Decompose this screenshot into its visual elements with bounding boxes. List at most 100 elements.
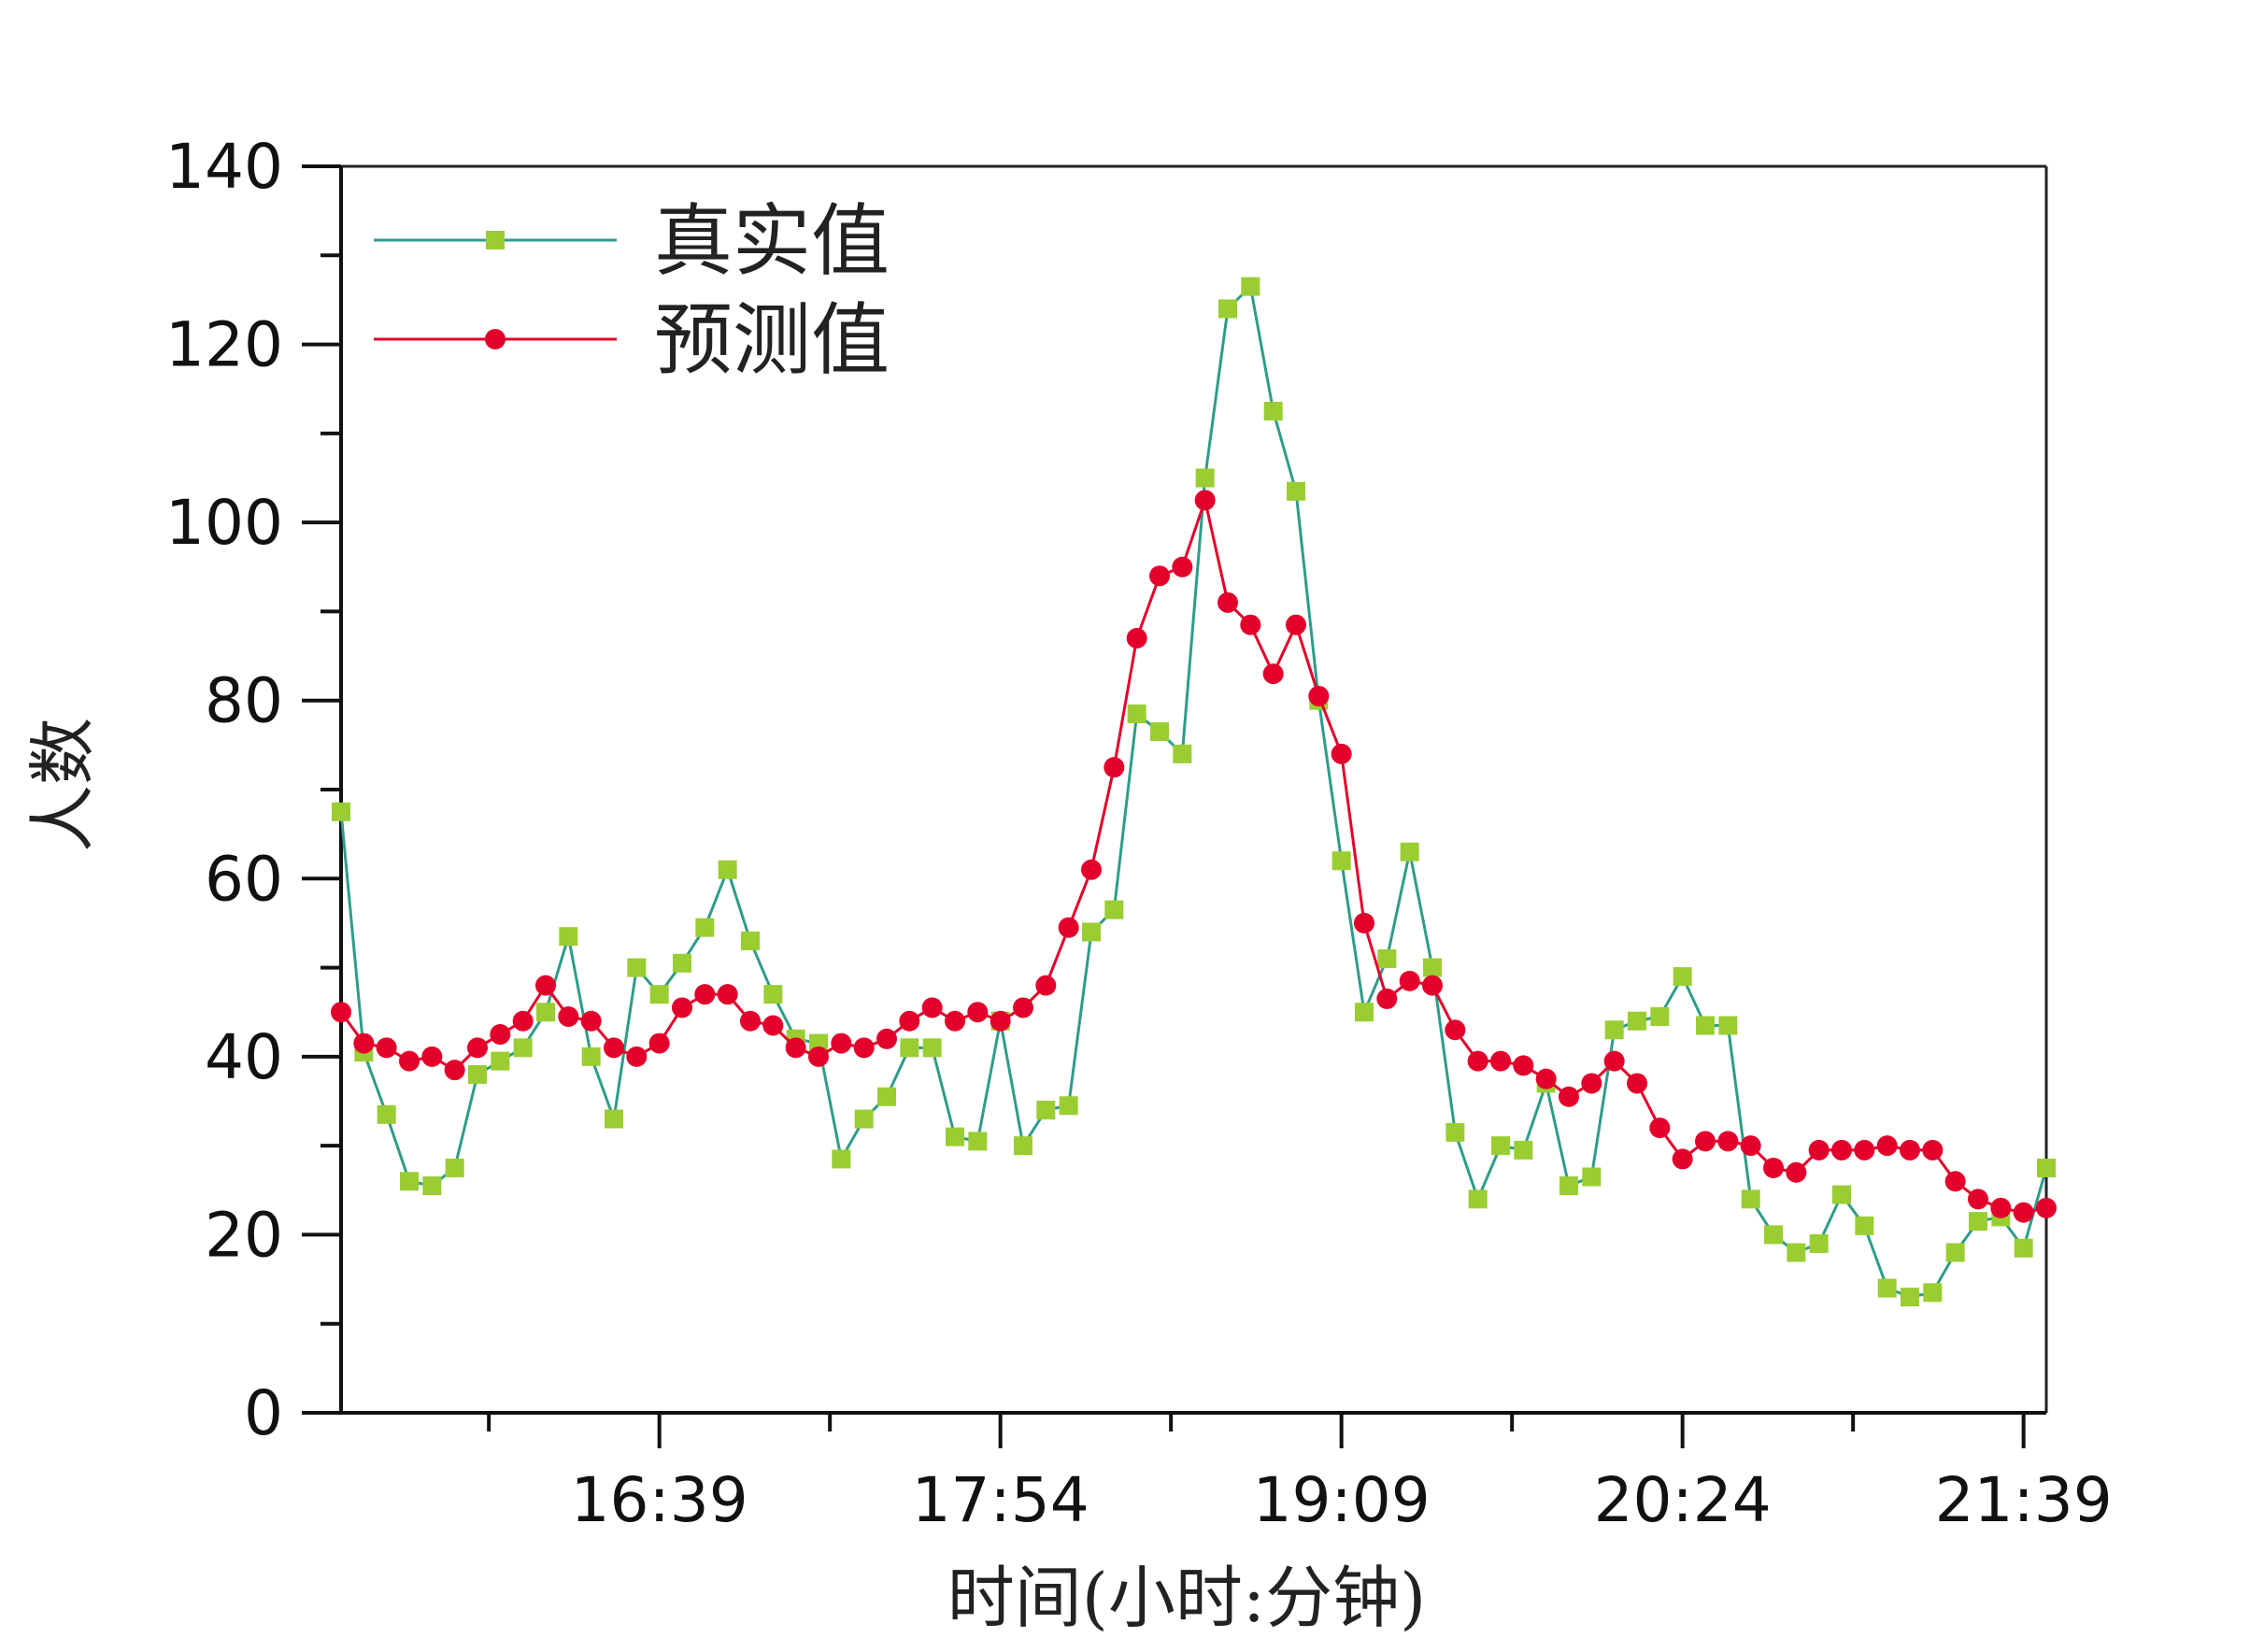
data-point <box>445 1158 464 1177</box>
data-point <box>1126 628 1147 649</box>
data-point <box>1877 1278 1897 1298</box>
data-point <box>1490 1050 1511 1072</box>
data-point <box>1082 922 1101 942</box>
data-point <box>1990 1197 2012 1218</box>
data-point <box>2014 1238 2033 1258</box>
data-point <box>1672 1148 1693 1170</box>
data-point <box>832 1149 851 1169</box>
data-point <box>332 802 350 821</box>
data-point <box>649 985 669 1004</box>
data-point <box>1832 1185 1851 1204</box>
data-point <box>1923 1283 1943 1303</box>
data-point <box>945 1010 965 1032</box>
data-point <box>331 1002 351 1023</box>
data-point <box>740 1010 761 1032</box>
data-point <box>831 1032 852 1054</box>
data-point <box>694 984 716 1005</box>
data-point <box>1467 1050 1488 1072</box>
data-point <box>876 1028 897 1049</box>
data-point <box>900 1038 919 1058</box>
data-point <box>853 1037 875 1059</box>
data-point <box>1241 277 1260 296</box>
x-tick-label: 21:39 <box>1935 1464 2113 1536</box>
data-point <box>1604 1020 1624 1040</box>
data-point <box>1514 1140 1533 1160</box>
data-point <box>512 1010 534 1032</box>
data-point <box>1696 1016 1715 1035</box>
data-point <box>946 1127 964 1146</box>
data-point <box>1945 1243 1965 1262</box>
data-point <box>1172 556 1193 577</box>
data-point <box>1968 1189 1988 1210</box>
data-point <box>1650 1006 1670 1026</box>
data-point <box>673 953 691 973</box>
x-tick-label: 20:24 <box>1594 1464 1772 1536</box>
data-point <box>1376 988 1398 1009</box>
data-point <box>1559 1176 1578 1196</box>
data-point <box>1058 917 1079 938</box>
data-point <box>558 1005 579 1027</box>
data-point <box>785 1037 806 1059</box>
data-point <box>1740 1135 1761 1157</box>
data-point <box>741 931 760 950</box>
data-point <box>2036 1197 2057 1218</box>
data-point <box>421 1046 443 1067</box>
data-point <box>535 975 556 996</box>
data-point <box>1855 1216 1874 1235</box>
data-point <box>1603 1050 1625 1072</box>
data-point <box>399 1050 420 1072</box>
data-point <box>1150 722 1169 742</box>
y-tick-label: 140 <box>165 131 283 203</box>
data-point <box>762 1015 784 1036</box>
data-point <box>377 1104 396 1124</box>
data-point <box>968 1132 988 1151</box>
x-tick-label: 17:54 <box>912 1464 1089 1536</box>
data-point <box>1649 1118 1671 1139</box>
series-line <box>339 494 2047 1215</box>
data-point <box>921 997 943 1018</box>
x-axis: 16:39 17:54 19:09 20:24 21:39 <box>487 1413 2113 1536</box>
data-point <box>1308 685 1330 706</box>
y-tick-label: 80 <box>205 665 283 737</box>
data-point <box>1695 1131 1716 1152</box>
data-point <box>604 1037 624 1059</box>
data-point <box>559 927 578 947</box>
data-point <box>1422 975 1443 996</box>
data-point <box>422 1176 442 1196</box>
data-point <box>763 985 783 1004</box>
data-point <box>1127 705 1146 724</box>
y-tick-label: 100 <box>165 487 283 559</box>
data-point <box>990 1010 1011 1032</box>
data-point <box>854 1109 874 1129</box>
data-point <box>1491 1136 1510 1156</box>
data-point <box>1286 614 1306 635</box>
data-point <box>376 1037 397 1059</box>
x-tick-label: 19:09 <box>1253 1464 1431 1536</box>
data-point <box>1399 970 1420 991</box>
series-line <box>339 283 2048 1299</box>
data-point <box>1263 402 1283 421</box>
legend-marker <box>485 329 506 349</box>
data-point <box>444 1060 465 1081</box>
data-point <box>1445 1019 1466 1041</box>
data-point <box>1582 1167 1602 1187</box>
data-point <box>605 1109 623 1129</box>
data-point <box>400 1172 419 1191</box>
data-point <box>718 860 737 879</box>
y-axis-title: 人数 <box>23 718 102 852</box>
legend-label: 真实值 <box>654 195 890 287</box>
data-point <box>1673 967 1692 987</box>
data-point <box>1149 565 1170 587</box>
data-point <box>1013 997 1033 1018</box>
plot-frame <box>339 164 2048 1415</box>
data-point <box>1741 1189 1760 1209</box>
data-point <box>1104 757 1125 778</box>
data-point <box>467 1037 488 1059</box>
data-point <box>1786 1161 1807 1183</box>
data-point <box>1900 1139 1920 1161</box>
y-tick-label: 20 <box>205 1199 283 1271</box>
data-point <box>1513 1055 1534 1076</box>
y-tick-label: 60 <box>205 843 283 915</box>
data-point <box>1535 1068 1557 1089</box>
